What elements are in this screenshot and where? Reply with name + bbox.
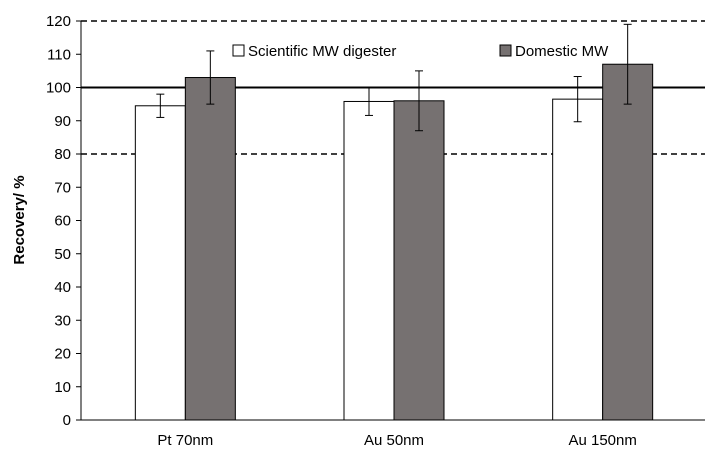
y-tick-label: 70 [54, 179, 71, 196]
bar-domestic-1 [393, 100, 445, 421]
y-tick-label: 30 [54, 312, 71, 329]
legend: Scientific MW digester Domestic MW [232, 43, 609, 60]
bar-domestic-2 [602, 63, 654, 421]
y-tick-label: 60 [54, 213, 71, 230]
y-tick-label: 10 [54, 379, 71, 396]
x-tick-label: Au 150nm [568, 432, 636, 449]
bar-domestic-0 [184, 77, 236, 421]
y-tick-label: 0 [63, 412, 71, 429]
bar-scientific-0 [134, 105, 186, 421]
y-tick-label: 80 [54, 146, 71, 163]
y-tick-label: 100 [46, 80, 71, 97]
y-axis-label: Recovery/ % [11, 175, 28, 264]
legend-swatch-0 [232, 44, 245, 57]
bar-scientific-1 [343, 100, 395, 421]
legend-label-1: Domestic MW [515, 43, 609, 60]
y-tick-label: 20 [54, 346, 71, 363]
y-tick-label: 110 [47, 46, 71, 63]
bar-scientific-2 [552, 98, 604, 421]
plot-area: 0 10 20 30 40 50 60 70 80 90 100 110 120 Pt 70nm Au 50… [46, 13, 705, 449]
x-tick-label: Au 50nm [364, 432, 424, 449]
y-tick-label: 120 [46, 13, 71, 30]
y-tick-label: 50 [54, 246, 71, 263]
legend-label-0: Scientific MW digester [248, 43, 396, 60]
y-tick-label: 90 [54, 113, 71, 130]
x-tick-label: Pt 70nm [157, 432, 213, 449]
legend-swatch-1 [499, 44, 512, 57]
y-tick-label: 40 [54, 279, 71, 296]
